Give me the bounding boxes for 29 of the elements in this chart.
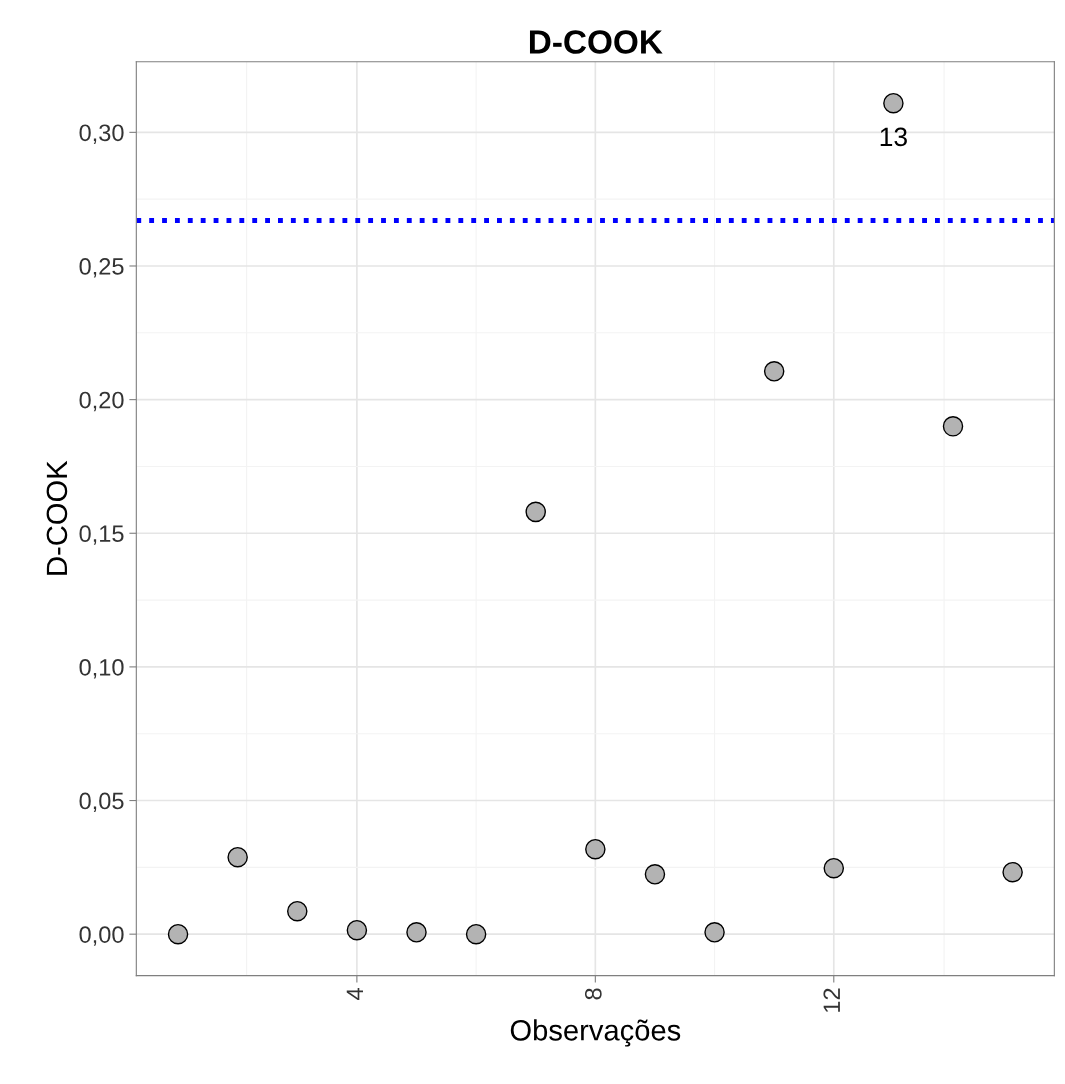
x-tick-label: 4 — [346, 988, 363, 1000]
x-tick-label: 8 — [584, 988, 602, 1000]
y-tick-label: 0,30 — [79, 124, 124, 144]
annotation: 13 — [880, 127, 907, 147]
y-tick-label: 0,00 — [79, 926, 124, 946]
point — [585, 838, 606, 860]
x-tick-label: 12 — [823, 988, 840, 1012]
point — [823, 857, 845, 879]
x-axis-title: Observações — [510, 1019, 681, 1047]
point — [346, 919, 368, 941]
point — [287, 900, 308, 922]
y-tick-label: 0,15 — [79, 525, 124, 545]
point — [704, 922, 725, 943]
y-tick-label: 0,25 — [79, 258, 124, 278]
point — [465, 923, 487, 945]
y-tick-label: 0,20 — [79, 391, 124, 412]
point — [227, 846, 248, 868]
chart-title: D-COOK — [529, 30, 663, 54]
point — [406, 922, 427, 943]
y-tick-label: 0,05 — [79, 792, 124, 813]
point — [525, 501, 546, 523]
y-axis-title: D-COOK — [46, 460, 68, 575]
point — [883, 92, 904, 114]
point — [167, 923, 189, 945]
point — [1002, 861, 1023, 883]
point — [942, 416, 964, 437]
y-tick-label: 0,10 — [79, 658, 124, 679]
point — [644, 864, 666, 885]
point — [763, 361, 785, 382]
